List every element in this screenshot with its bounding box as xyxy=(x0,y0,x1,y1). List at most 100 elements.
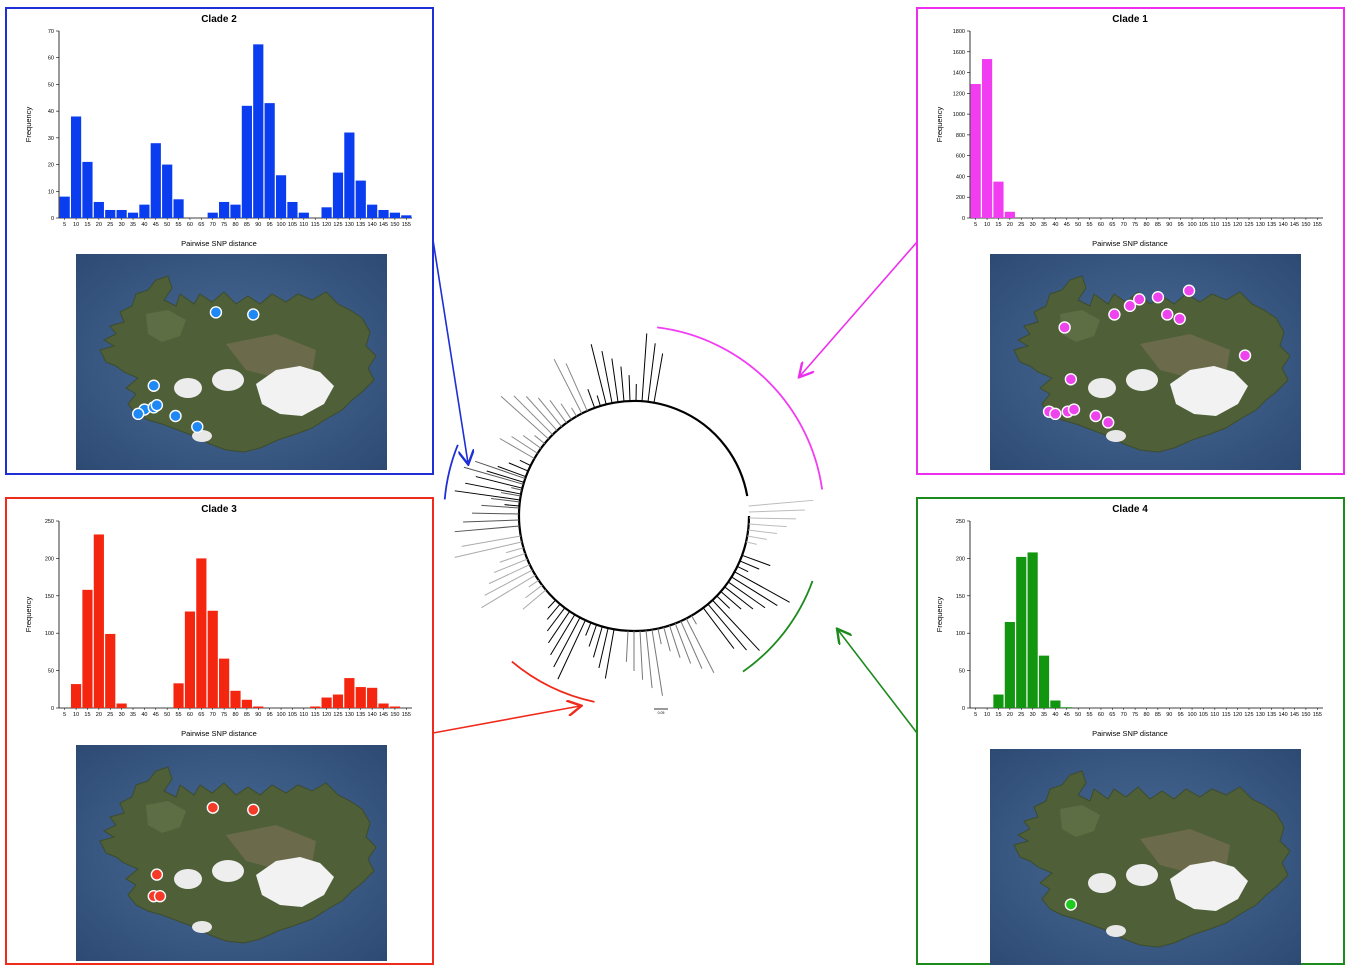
y-tick-label: 200 xyxy=(956,195,965,201)
y-tick-label: 100 xyxy=(45,631,54,637)
sample-location-marker xyxy=(1182,284,1196,297)
x-tick-label: 10 xyxy=(984,712,990,718)
x-tick-label: 110 xyxy=(1210,712,1219,718)
tree-branch xyxy=(601,350,613,404)
x-tick-label: 70 xyxy=(210,222,216,228)
bar-70 xyxy=(207,610,218,708)
bar-140 xyxy=(367,204,378,218)
x-tick-label: 65 xyxy=(1109,222,1115,228)
clade-3-arrow xyxy=(432,706,580,734)
x-tick-label: 110 xyxy=(1210,222,1219,228)
clade-1-histogram: Clade 1 0 200 400 600 800 1000 1200 1400 1600 1800… xyxy=(935,14,1323,248)
bar-85 xyxy=(241,105,252,218)
tree-branch xyxy=(590,344,607,405)
x-tick-label: 140 xyxy=(368,712,377,718)
x-tick-label: 85 xyxy=(244,712,250,718)
tree-branch xyxy=(731,576,778,606)
x-tick-label: 35 xyxy=(130,222,136,228)
y-tick-label: 50 xyxy=(48,82,54,88)
tree-branch xyxy=(499,438,535,459)
x-tick-label: 45 xyxy=(153,222,159,228)
y-tick-label: 1200 xyxy=(953,91,965,97)
x-tick-label: 100 xyxy=(276,222,285,228)
tree-branch xyxy=(737,565,749,573)
bar-105 xyxy=(287,201,298,218)
x-tick-label: 35 xyxy=(1041,222,1047,228)
tree-branch xyxy=(727,581,766,609)
bar-145 xyxy=(378,209,389,218)
tree-branch xyxy=(588,624,598,647)
tree-branch xyxy=(534,435,545,445)
y-tick-label: 250 xyxy=(45,519,54,525)
y-tick-label: 70 xyxy=(48,29,54,35)
x-tick-label: 125 xyxy=(333,712,342,718)
x-tick-label: 50 xyxy=(164,712,170,718)
x-tick-label: 95 xyxy=(1178,712,1184,718)
glacier-langjokull xyxy=(1088,378,1116,398)
bar-30 xyxy=(1027,552,1038,708)
x-axis-label: Pairwise SNP distance xyxy=(1092,239,1168,248)
tree-branch xyxy=(547,599,556,609)
tree-branch xyxy=(745,541,757,545)
chart-title: Clade 2 xyxy=(201,14,237,25)
sample-location-marker xyxy=(1123,299,1137,313)
tree-branch xyxy=(525,396,558,431)
tree-branch xyxy=(625,630,629,662)
bar-110 xyxy=(298,212,309,218)
bar-130 xyxy=(344,678,355,708)
x-tick-label: 150 xyxy=(390,712,399,718)
tree-branch xyxy=(611,358,619,403)
tree-scale-label: 0.05 xyxy=(658,711,665,715)
x-tick-label: 155 xyxy=(402,712,411,718)
glacier-myrdalsjokull xyxy=(192,430,212,442)
y-tick-label: 50 xyxy=(959,669,965,675)
clade-1-panel: Clade 1 0 200 400 600 800 1000 1200 1400 1600 1800… xyxy=(916,7,1345,475)
bar-140 xyxy=(367,687,378,708)
x-tick-label: 100 xyxy=(1187,222,1196,228)
x-tick-label: 25 xyxy=(1018,222,1024,228)
y-tick-label: 800 xyxy=(956,133,965,139)
bar-20 xyxy=(93,201,104,218)
sample-location-marker xyxy=(1064,373,1078,386)
clade-3-panel: Clade 3 0 50 100 150 200 250 5 10 15 20 25 30 35 40 45 5… xyxy=(5,497,434,965)
y-tick-label: 60 xyxy=(48,56,54,62)
sample-location-marker xyxy=(150,868,164,881)
bar-45 xyxy=(150,143,161,218)
x-tick-label: 100 xyxy=(1187,712,1196,718)
tree-branch xyxy=(653,353,664,403)
tree-branch xyxy=(748,523,787,528)
clade-3-iceland-map xyxy=(76,745,387,961)
tree-branch xyxy=(748,499,814,507)
bar-15 xyxy=(82,161,93,218)
sample-location-marker xyxy=(247,308,260,321)
tree-branch xyxy=(748,517,796,520)
x-tick-label: 135 xyxy=(356,712,365,718)
x-axis-label: Pairwise SNP distance xyxy=(1092,729,1168,738)
bar-40 xyxy=(139,204,150,218)
bar-135 xyxy=(355,180,366,218)
x-axis-label: Pairwise SNP distance xyxy=(181,729,257,738)
tree-branch xyxy=(519,459,531,467)
x-tick-label: 125 xyxy=(1244,712,1253,718)
tree-branch xyxy=(593,626,603,658)
bar-80 xyxy=(230,690,241,708)
x-tick-label: 140 xyxy=(368,222,377,228)
bar-90 xyxy=(253,44,264,218)
bar-20 xyxy=(93,534,104,708)
bar-120 xyxy=(321,697,332,708)
bar-55 xyxy=(173,199,184,218)
tree-branch xyxy=(734,571,790,603)
x-tick-label: 55 xyxy=(1087,712,1093,718)
x-tick-label: 155 xyxy=(402,222,411,228)
bar-5 xyxy=(970,83,981,218)
glacier-vatnajokull xyxy=(1170,861,1248,911)
tree-branch xyxy=(707,603,747,651)
chart-title: Clade 3 xyxy=(201,504,237,515)
tree-branch xyxy=(488,564,530,585)
x-tick-label: 20 xyxy=(96,712,102,718)
x-tick-label: 120 xyxy=(1233,222,1242,228)
x-tick-label: 140 xyxy=(1279,222,1288,228)
x-tick-label: 95 xyxy=(267,222,273,228)
sample-location-marker xyxy=(1049,407,1062,421)
